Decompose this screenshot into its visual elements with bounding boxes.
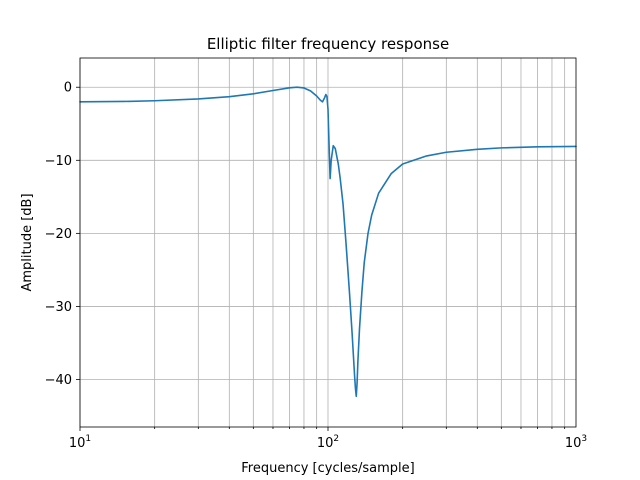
y-tick-label: −30 — [45, 300, 72, 315]
plot-frame — [79, 57, 577, 428]
axis-ticks: 0 −10 −20 −30 −40 101 102 103 — [45, 81, 588, 451]
chart-title: Elliptic filter frequency response — [207, 35, 449, 53]
series-group — [79, 86, 577, 398]
x-axis-label: Frequency [cycles/sample] — [241, 461, 414, 476]
y-axis-label: Amplitude [dB] — [20, 193, 35, 291]
grid — [79, 58, 576, 427]
y-tick-label: −10 — [45, 154, 72, 169]
y-tick-label: 0 — [64, 81, 72, 96]
x-tick-label: 102 — [317, 434, 339, 451]
y-tick-label: −40 — [45, 373, 72, 388]
y-tick-label: −20 — [45, 227, 72, 242]
response-line — [79, 86, 577, 398]
x-tick-label: 103 — [565, 434, 587, 451]
x-tick-label: 101 — [69, 434, 91, 451]
